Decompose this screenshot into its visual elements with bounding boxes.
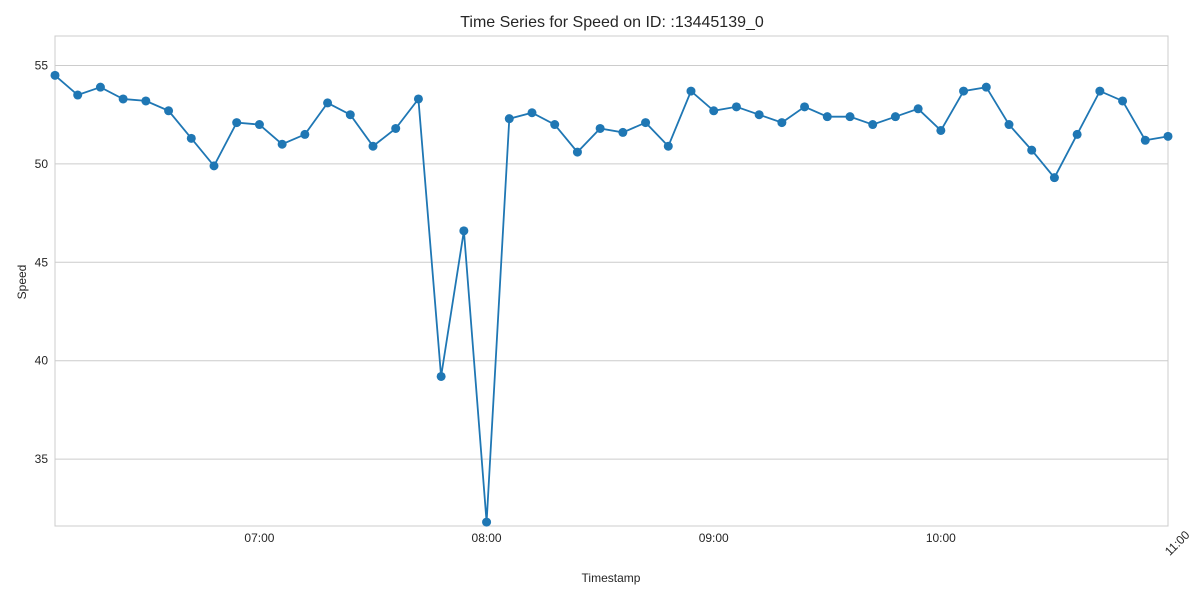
x-tick-label-1100: 11:00 (1162, 528, 1193, 559)
data-point-0912 (754, 110, 764, 120)
data-point-1000 (936, 125, 946, 135)
data-point-0930 (822, 112, 832, 122)
y-axis-ticks: 35 40 45 50 55 (35, 59, 49, 467)
data-point-0848 (663, 141, 673, 151)
data-point-0636 (164, 106, 174, 116)
data-point-0842 (641, 118, 651, 128)
data-point-0748 (436, 371, 446, 381)
speed-data-points (50, 70, 1173, 527)
data-point-1042 (1095, 86, 1105, 96)
data-point-1054 (1140, 135, 1150, 145)
data-point-0700 (254, 120, 264, 130)
data-point-0812 (527, 108, 537, 118)
data-point-0836 (618, 127, 628, 137)
y-tick-label-35: 35 (35, 452, 49, 466)
x-axis-ticks: 07:00 08:00 09:00 10:00 11:00 (244, 528, 1192, 559)
y-tick-label-40: 40 (35, 354, 49, 368)
plot-frame (54, 35, 1169, 527)
y-axis-label: Speed (15, 265, 29, 300)
data-point-0924 (800, 102, 810, 112)
data-point-0618 (95, 82, 105, 92)
x-tick-label-0700: 07:00 (244, 531, 274, 545)
data-point-0754 (459, 226, 469, 236)
data-point-0648 (209, 161, 219, 171)
data-point-0918 (777, 118, 787, 128)
data-point-0718 (323, 98, 333, 108)
data-point-0736 (391, 123, 401, 133)
data-point-0642 (186, 133, 196, 143)
x-tick-label-0900: 09:00 (699, 531, 729, 545)
data-point-1048 (1118, 96, 1128, 106)
y-tick-label-45: 45 (35, 255, 49, 269)
data-point-0624 (118, 94, 128, 104)
y-tick-label-50: 50 (35, 157, 49, 171)
data-point-0800 (482, 517, 492, 527)
x-tick-label-0800: 08:00 (472, 531, 502, 545)
y-tick-label-55: 55 (35, 59, 49, 73)
data-point-0824 (572, 147, 582, 157)
data-point-0942 (868, 120, 878, 130)
chart-title: Time Series for Speed on ID: :13445139_0 (460, 14, 764, 31)
data-point-0606 (50, 70, 60, 80)
data-point-1100 (1163, 131, 1173, 141)
data-point-1006 (959, 86, 969, 96)
gridlines (55, 65, 1168, 460)
data-point-1030 (1049, 173, 1059, 183)
x-tick-label-1000: 10:00 (926, 531, 956, 545)
data-point-0806 (504, 114, 514, 124)
data-point-0630 (141, 96, 151, 106)
data-point-0706 (277, 139, 287, 149)
data-point-0948 (890, 112, 900, 122)
data-point-0900 (709, 106, 719, 116)
data-point-0854 (686, 86, 696, 96)
data-point-1024 (1027, 145, 1037, 155)
x-axis-label: Timestamp (582, 571, 641, 585)
data-point-0730 (368, 141, 378, 151)
data-point-0954 (913, 104, 923, 114)
data-point-0742 (413, 94, 423, 104)
speed-series-line (54, 74, 1169, 523)
data-point-1012 (981, 82, 991, 92)
data-point-0712 (300, 129, 310, 139)
data-point-1036 (1072, 129, 1082, 139)
data-point-0724 (345, 110, 355, 120)
data-point-0612 (73, 90, 83, 100)
data-point-0818 (550, 120, 560, 130)
data-point-0830 (595, 123, 605, 133)
data-point-0936 (845, 112, 855, 122)
data-point-0906 (731, 102, 741, 112)
data-point-1018 (1004, 120, 1014, 130)
data-point-0654 (232, 118, 242, 128)
